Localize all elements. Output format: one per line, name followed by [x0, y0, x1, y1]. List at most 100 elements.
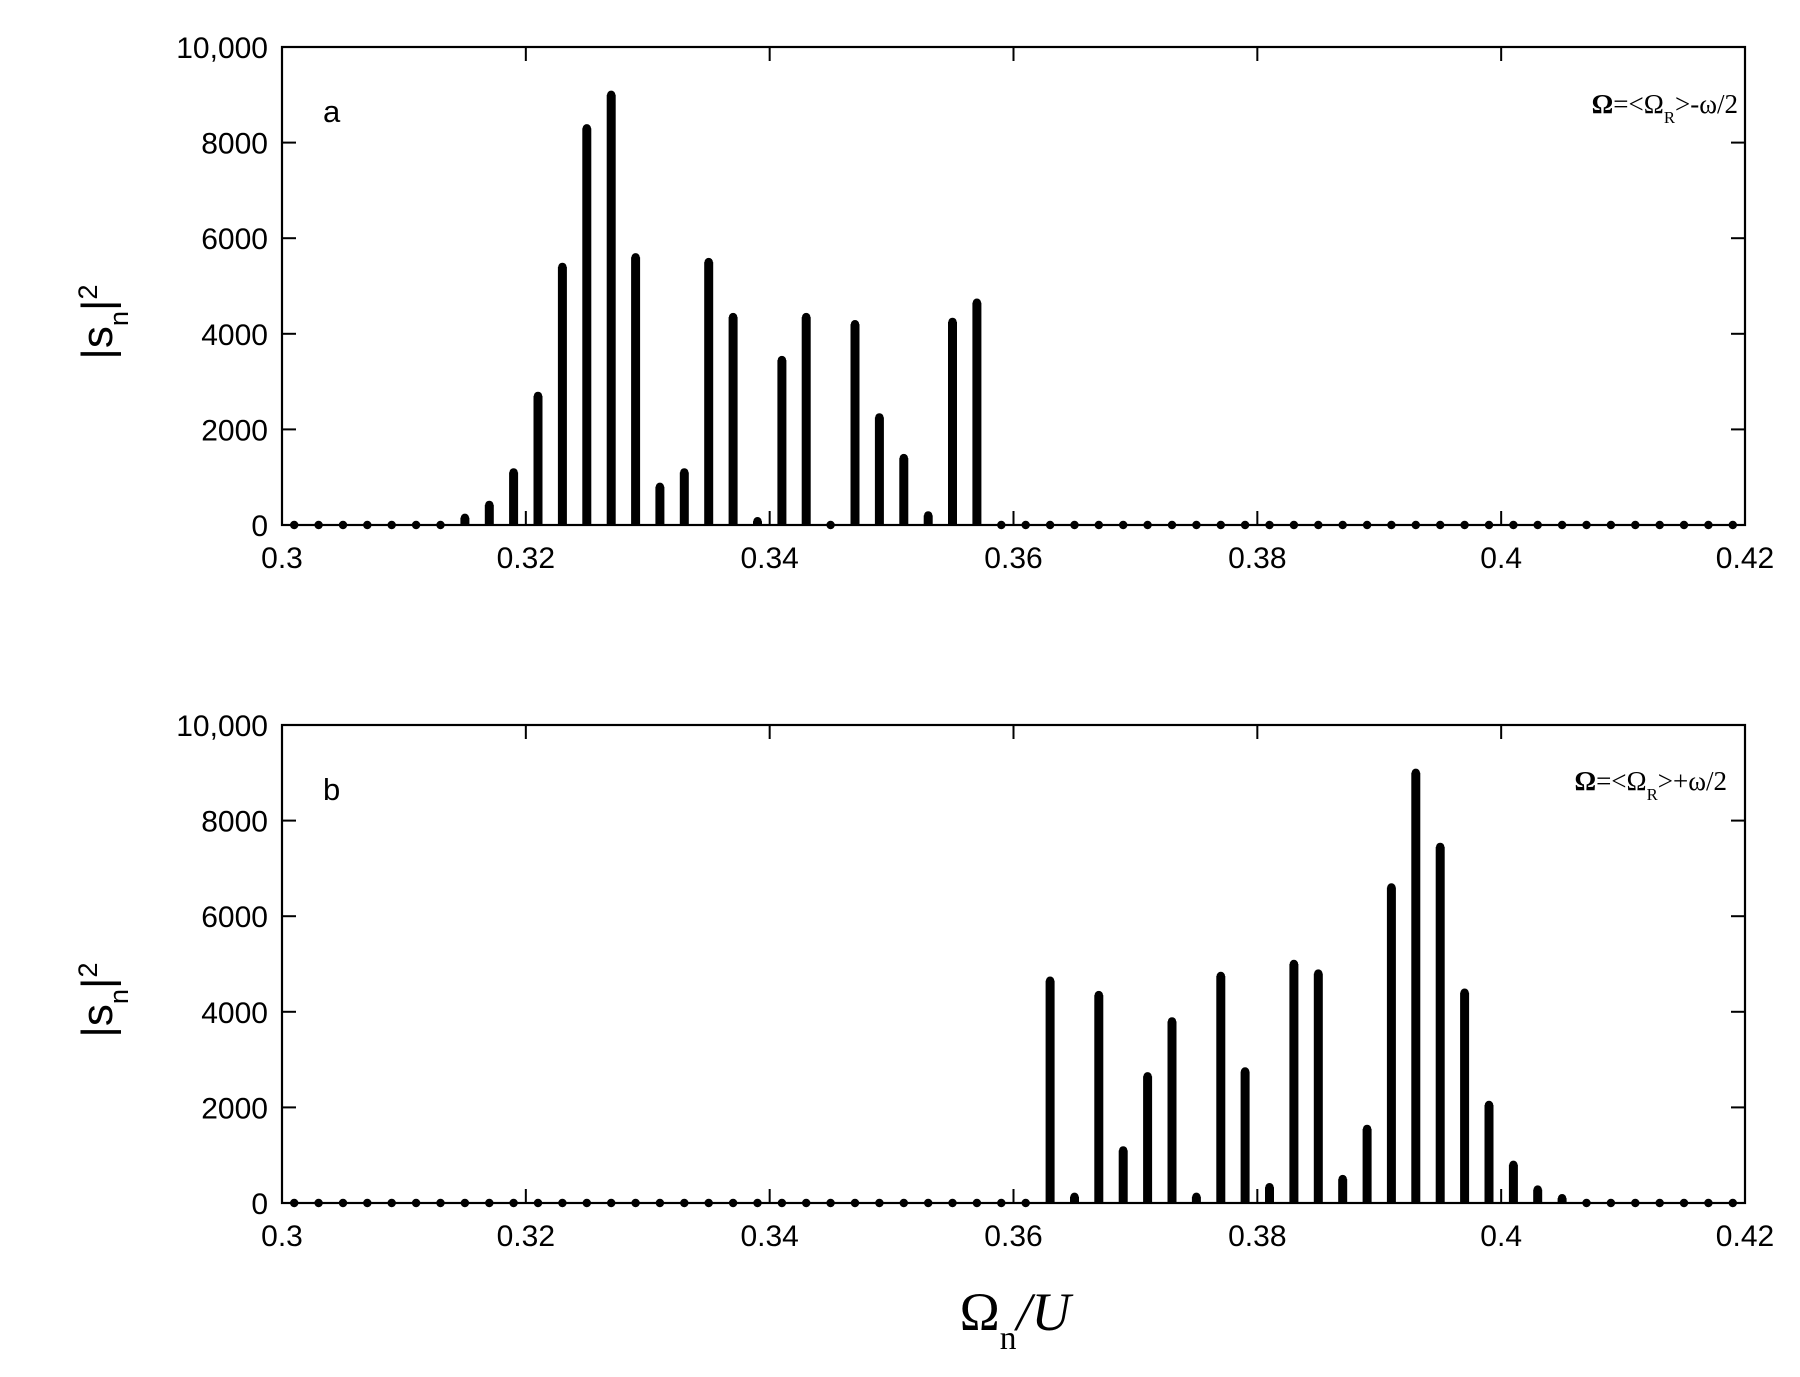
panel-a-stem-marker — [631, 253, 640, 262]
panel-b-axes-box — [280, 723, 1747, 1205]
panel-b-bar — [1386, 887, 1396, 1203]
panel-b-stem-marker — [1314, 969, 1323, 978]
panel-a-bar — [679, 472, 689, 525]
panel-a-stem-marker — [533, 391, 543, 401]
panel-b-bar — [1167, 1021, 1177, 1203]
panel-a-bar — [899, 458, 909, 525]
panel-b-xlabel-sub: n — [1000, 1320, 1017, 1357]
panel-a-bar — [923, 515, 933, 525]
panel-a-stem-marker — [850, 320, 860, 329]
panel-a-ylabel-tail: | — [73, 300, 122, 311]
panel-b-stem-marker — [1509, 1160, 1518, 1170]
panel-b-marks — [290, 768, 1738, 1208]
panel-b-x-tick-label: 0.32 — [497, 1220, 555, 1253]
panel-a-bar — [948, 321, 957, 525]
panel-b-y-axis-label: |sn|2 — [72, 962, 134, 1037]
panel-b: 0.3 0.32 0.34 0.36 0.38 0.4 0.42 0 2000 4000 6000… — [72, 710, 1775, 1357]
panel-a-bar — [484, 504, 494, 525]
panel-a-stem-marker — [655, 482, 665, 491]
panel-a-bar — [509, 472, 519, 525]
panel-b-x-tick-label: 0.36 — [984, 1220, 1042, 1253]
panel-b-stem-marker — [1557, 1194, 1567, 1203]
panel-a-annotation-omega: Ω — [1592, 89, 1614, 119]
panel-b-x-tick-label: 0.42 — [1716, 1220, 1774, 1253]
panel-a-y-tick-label: 6000 — [201, 223, 268, 256]
panel-a-bar — [801, 317, 811, 525]
panel-b-bar — [1533, 1189, 1543, 1203]
panel-a-x-tick-labels: 0.3 0.32 0.34 0.36 0.38 0.4 0.42 — [261, 542, 1774, 575]
panel-a-stem-marker — [802, 312, 811, 322]
panel-a-stem-marker — [875, 413, 884, 422]
panel-b-stem-marker — [1411, 768, 1421, 777]
panel-b-y-tick-label: 6000 — [201, 901, 268, 934]
panel-a-bar — [533, 395, 543, 525]
panel-b-y-tick-label: 4000 — [201, 997, 268, 1030]
panel-a-stem-marker — [680, 468, 689, 477]
panel-b-stem-marker — [1094, 990, 1104, 1000]
panel-b-label: b — [323, 772, 340, 807]
panel-b-stem-marker — [1216, 971, 1226, 981]
panel-a-y-tick-label: 2000 — [201, 414, 268, 447]
panel-b-annotation: Ω=<ΩR>+ω/2 — [1574, 766, 1727, 804]
panel-a-annotation-rest: =<Ω — [1613, 89, 1664, 119]
panel-b-bar — [1435, 846, 1445, 1203]
panel-a-bar — [557, 266, 567, 525]
panel-a-bar — [850, 324, 860, 525]
panel-a-y-tick-label: 10,000 — [176, 32, 268, 65]
panel-b-annotation-rest: =<Ω — [1596, 766, 1647, 796]
panel-a-stem-marker — [485, 500, 494, 510]
panel-a-bar — [777, 360, 787, 525]
panel-b-stem-marker — [1533, 1185, 1542, 1194]
panel-b-annotation-tail: >+ω/2 — [1658, 766, 1727, 796]
panel-a-ylabel-sup: 2 — [72, 284, 103, 299]
panel-b-bar — [1411, 772, 1421, 1203]
panel-b-x-tick-label: 0.38 — [1228, 1220, 1286, 1253]
panel-b-bar — [1143, 1076, 1153, 1203]
panel-a-x-tick-label: 0.4 — [1480, 542, 1522, 575]
panel-a-stem-marker — [728, 312, 738, 322]
panel-a-stem-marker — [558, 262, 567, 272]
panel-b-stem-marker — [1460, 988, 1469, 997]
panel-b-bar — [1240, 1071, 1250, 1203]
panel-b-stem-marker — [1192, 1192, 1201, 1202]
panel-b-bar — [1508, 1164, 1518, 1203]
panel-a-bar — [582, 128, 592, 526]
panel-b-bar — [1460, 992, 1470, 1203]
panel-b-stem-marker — [1143, 1072, 1152, 1081]
panel-a-x-tick-label: 0.3 — [261, 542, 303, 575]
panel-a-y-tick-labels: 0 2000 4000 6000 8000 10,000 — [176, 32, 268, 543]
panel-a-y-tick-label: 8000 — [201, 128, 268, 161]
panel-b-stem-marker — [1484, 1100, 1494, 1110]
panel-b-bar — [1338, 1179, 1348, 1203]
panel-b-ylabel-main: |s — [73, 1004, 122, 1037]
panel-a-ylabel-main: |s — [73, 326, 122, 359]
panel-b-ylabel-sub: n — [103, 989, 134, 1004]
panel-b-stem-marker — [1362, 1124, 1372, 1134]
panel-a-bar — [631, 257, 641, 525]
panel-b-x-tick-labels: 0.3 0.32 0.34 0.36 0.38 0.4 0.42 — [261, 1220, 1774, 1253]
panel-a-stem-marker — [777, 355, 787, 365]
panel-b-bar — [1289, 964, 1299, 1203]
panel-a: 0.3 0.32 0.34 0.36 0.38 0.4 0.42 0 2000 4000 6000… — [72, 32, 1775, 575]
panel-a-y-axis-label: |sn|2 — [72, 284, 134, 359]
panel-b-xlabel-tail: /U — [1013, 1282, 1073, 1342]
panel-b-stem-marker — [1240, 1067, 1250, 1076]
panel-a-stem-marker — [972, 298, 982, 307]
panel-b-bar — [1045, 980, 1055, 1203]
panel-a-stem-marker — [582, 124, 591, 133]
panel-b-stem-marker — [1265, 1183, 1274, 1192]
panel-b-bar — [1216, 976, 1226, 1203]
panel-a-bar — [728, 317, 738, 525]
panel-b-ylabel-tail: | — [73, 978, 122, 989]
panel-a-bar — [606, 94, 616, 526]
panel-a-x-tick-label: 0.42 — [1716, 542, 1774, 575]
panel-b-bar — [1094, 995, 1104, 1203]
panel-b-y-tick-label: 0 — [251, 1188, 268, 1221]
panel-b-x-tick-label: 0.3 — [261, 1220, 303, 1253]
panel-a-label: a — [323, 94, 341, 129]
panel-b-stem-marker — [1167, 1017, 1177, 1026]
panel-a-marks — [290, 90, 1738, 530]
panel-a-x-tick-label: 0.36 — [984, 542, 1042, 575]
panel-b-ylabel-sup: 2 — [72, 962, 103, 977]
